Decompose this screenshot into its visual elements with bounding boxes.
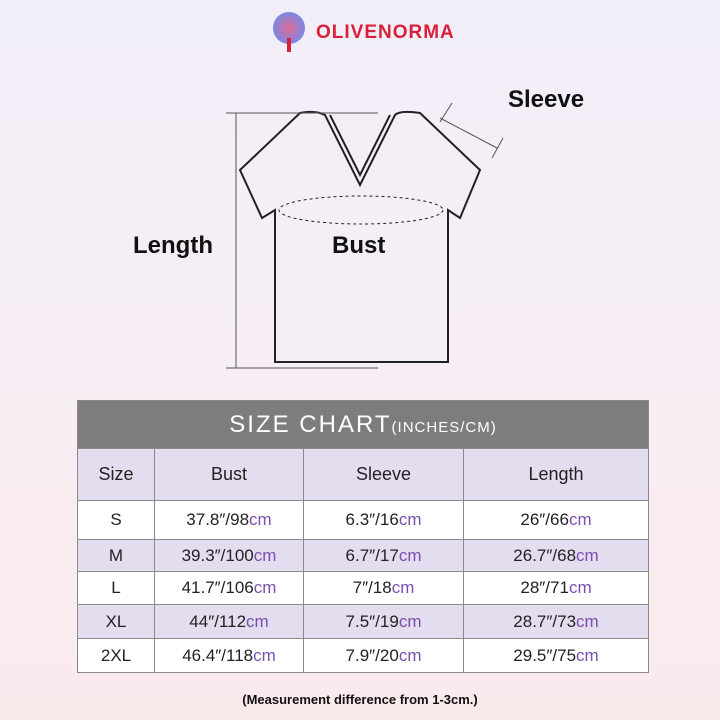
sleeve-label: Sleeve: [508, 86, 585, 113]
cell-sleeve: 7.5″/19cm: [303, 604, 464, 639]
cell-sleeve: 7″/18cm: [303, 571, 464, 605]
cell-size: XL: [77, 604, 155, 639]
cell-size: S: [77, 500, 155, 540]
cell-bust: 41.7″/106cm: [154, 571, 304, 605]
table-row: M 39.3″/100cm 6.7″/17cm 26.7″/68cm: [77, 539, 649, 572]
cell-bust: 39.3″/100cm: [154, 539, 304, 572]
cell-sleeve: 7.9″/20cm: [303, 638, 464, 673]
col-header-size: Size: [77, 448, 155, 501]
cell-bust: 44″/112cm: [154, 604, 304, 639]
cell-sleeve: 6.7″/17cm: [303, 539, 464, 572]
brand-logo: OLIVENORMA: [268, 10, 455, 56]
length-label: Length: [133, 232, 213, 259]
table-row: 2XL 46.4″/118cm 7.9″/20cm 29.5″/75cm: [77, 638, 649, 673]
cell-length: 29.5″/75cm: [463, 638, 649, 673]
measurement-note: (Measurement difference from 1-3cm.): [242, 692, 478, 707]
tree-icon: [273, 12, 305, 52]
cell-bust: 46.4″/118cm: [154, 638, 304, 673]
cell-size: L: [77, 571, 155, 605]
cell-length: 26″/66cm: [463, 500, 649, 540]
table-row: S 37.8″/98cm 6.3″/16cm 26″/66cm: [77, 500, 649, 540]
cell-length: 28″/71cm: [463, 571, 649, 605]
cell-size: 2XL: [77, 638, 155, 673]
bust-label: Bust: [332, 232, 386, 259]
table-title: SIZE CHART(INCHES/CM): [77, 400, 649, 449]
table-row: L 41.7″/106cm 7″/18cm 28″/71cm: [77, 571, 649, 605]
col-header-bust: Bust: [154, 448, 304, 501]
brand-name: OLIVENORMA: [316, 22, 455, 43]
col-header-sleeve: Sleeve: [303, 448, 464, 501]
col-header-length: Length: [463, 448, 649, 501]
cell-size: M: [77, 539, 155, 572]
size-chart-table: SIZE CHART(INCHES/CM) Size Bust Sleeve L…: [77, 400, 649, 673]
cell-length: 28.7″/73cm: [463, 604, 649, 639]
cell-sleeve: 6.3″/16cm: [303, 500, 464, 540]
tshirt-diagram: [226, 102, 504, 369]
cell-length: 26.7″/68cm: [463, 539, 649, 572]
cell-bust: 37.8″/98cm: [154, 500, 304, 540]
table-row: XL 44″/112cm 7.5″/19cm 28.7″/73cm: [77, 604, 649, 639]
